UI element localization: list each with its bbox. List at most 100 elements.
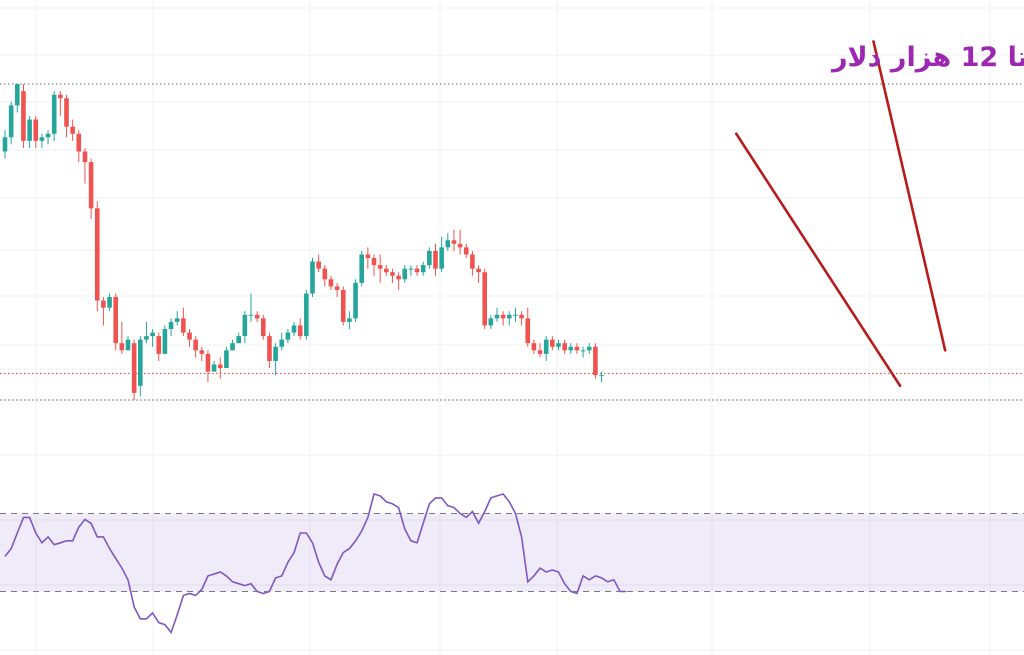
candle-body (586, 346, 592, 351)
candle (328, 275, 334, 290)
candle-body (279, 339, 285, 347)
candle (599, 371, 604, 383)
candle-body (500, 314, 506, 319)
candle (64, 94, 69, 138)
candle-body (402, 268, 408, 280)
candle (322, 265, 328, 287)
candle (224, 346, 229, 369)
candle (353, 279, 358, 322)
candle (242, 311, 248, 344)
candle-body (168, 321, 174, 329)
candle-body (267, 336, 272, 361)
candle (181, 307, 186, 337)
candle-body (297, 325, 303, 337)
candle-body (365, 254, 371, 258)
candle-body (144, 336, 149, 340)
candle-body (51, 94, 57, 134)
candle (248, 293, 254, 322)
annotation-text: سیر نزولی تا 12 هزار دلار (830, 42, 1024, 73)
candle-body (482, 272, 487, 326)
candle (131, 339, 137, 400)
candle-body (347, 318, 352, 322)
candle-body (45, 133, 51, 138)
candle-body (377, 265, 383, 269)
candle-body (488, 318, 494, 326)
candle (451, 229, 457, 251)
candle-body (119, 343, 125, 351)
candle-body (199, 350, 205, 354)
candle (408, 265, 414, 276)
candle (76, 130, 82, 163)
candle (205, 350, 211, 383)
candle (285, 329, 291, 344)
candle (359, 250, 364, 287)
candle (390, 268, 395, 283)
candle (168, 318, 174, 337)
candle (217, 357, 223, 379)
candle (58, 91, 63, 116)
candle-body (101, 300, 106, 308)
candle-body (322, 268, 328, 280)
candle (414, 265, 420, 276)
candle (119, 321, 125, 354)
candle (562, 339, 567, 354)
candle (586, 343, 592, 354)
candle-body (543, 339, 549, 354)
candle-body (39, 137, 45, 141)
candle-body (273, 346, 278, 361)
candle (33, 116, 39, 148)
candle (27, 116, 32, 148)
candle (476, 265, 481, 283)
candle (439, 236, 444, 273)
candle-body (384, 268, 389, 273)
candle (273, 343, 278, 376)
candle (513, 307, 518, 322)
candle-body (593, 346, 598, 376)
candle (463, 243, 469, 258)
candle-body (291, 325, 297, 333)
candle (494, 307, 500, 322)
candles (2, 84, 604, 400)
candle-body (107, 297, 112, 308)
rsi-band (0, 513, 1024, 592)
candle-body (64, 98, 69, 127)
candle (113, 293, 118, 351)
candle (82, 147, 88, 184)
candle-body (556, 343, 561, 347)
candle (543, 336, 549, 361)
candle-body (476, 268, 481, 273)
candle-body (316, 261, 321, 269)
candle-body (162, 329, 168, 354)
candle-body (224, 350, 229, 369)
rsi-levels (0, 513, 1024, 592)
candle-body (359, 254, 364, 283)
candle (199, 346, 205, 361)
candle (39, 133, 45, 148)
candle (537, 343, 543, 358)
candle (2, 130, 8, 159)
candle-body (156, 336, 162, 354)
candle (88, 158, 94, 219)
candle-body (33, 119, 39, 141)
candle-body (242, 314, 248, 337)
candle-body (599, 375, 604, 377)
candle-body (181, 318, 186, 333)
candle-body (131, 343, 137, 393)
candle (236, 332, 241, 344)
candle-body (340, 289, 346, 322)
candle (347, 311, 352, 329)
candle-body (21, 91, 26, 141)
candle-body (70, 126, 75, 134)
candle (70, 119, 75, 141)
candle-body (451, 240, 457, 244)
candle-body (125, 339, 131, 351)
candle-body (248, 314, 254, 316)
candle (396, 272, 401, 290)
candle (107, 293, 112, 312)
candle-body (261, 318, 266, 337)
candle (457, 229, 463, 255)
candle-body (217, 364, 223, 369)
candle-body (88, 162, 94, 209)
candle-body (27, 119, 32, 141)
candle (8, 101, 14, 145)
